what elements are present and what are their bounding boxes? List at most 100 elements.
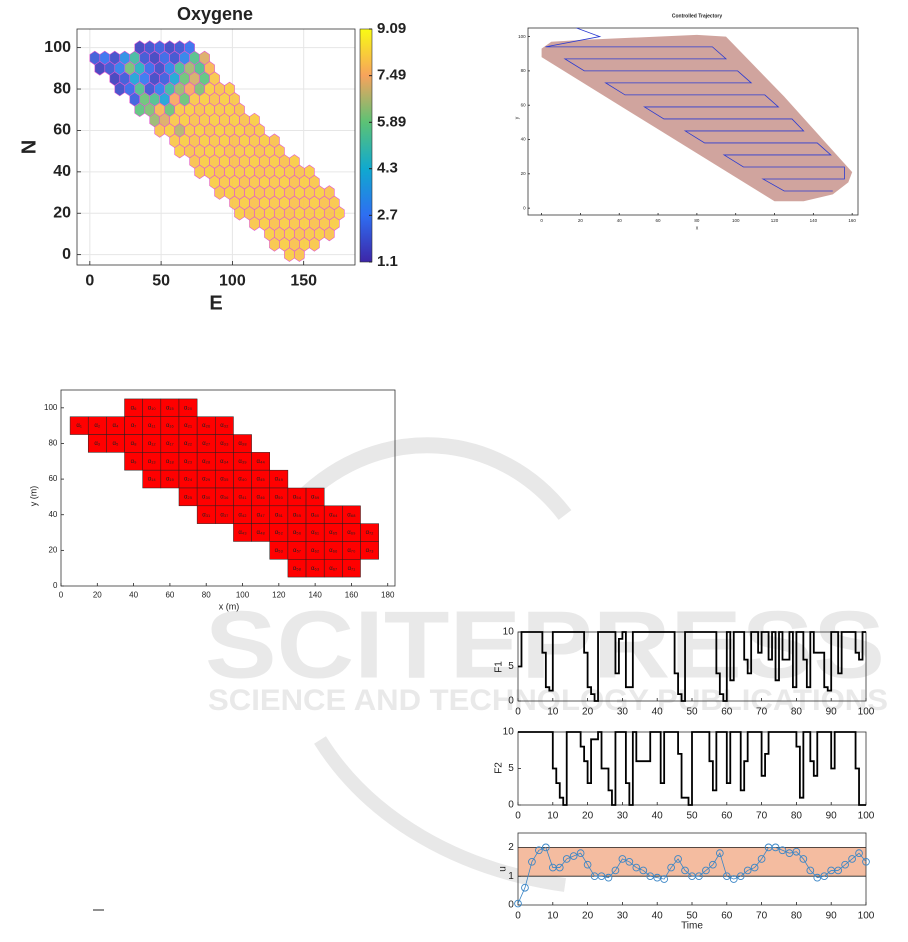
- cell-label: α₅₀: [275, 494, 284, 500]
- cell-label: α₇₂: [366, 530, 375, 536]
- cell-label: α₂₃: [184, 459, 193, 465]
- y-tick-label: 60: [521, 102, 527, 107]
- y-tick-label: 60: [53, 122, 71, 139]
- cell-label: α₆₃: [311, 566, 320, 572]
- y-axis-label: F1: [494, 661, 505, 673]
- u-marker: [702, 866, 710, 875]
- cell-label: α₄₁: [239, 494, 247, 500]
- x-tick-label: 100: [236, 590, 250, 599]
- u-marker: [729, 875, 738, 883]
- x-tick-label: 120: [272, 590, 286, 599]
- cell-label: α₃: [94, 441, 100, 447]
- colorbar-tick-label: 7.49: [377, 67, 406, 84]
- x-tick-label: 140: [308, 590, 322, 599]
- cell-label: α₆₅: [329, 530, 338, 536]
- u-marker: [778, 846, 787, 855]
- cell-label: α₅₂: [275, 530, 284, 536]
- plot-frame: [517, 832, 867, 906]
- x-tick-label: 20: [582, 911, 594, 922]
- cell-label: α₄₀: [238, 477, 247, 483]
- x-tick-label: 40: [652, 811, 664, 822]
- u-marker: [576, 849, 585, 858]
- y-tick-label: 5: [508, 763, 514, 774]
- cell-label: α₆₁: [311, 530, 319, 536]
- x-axis-label: x (m): [219, 601, 240, 611]
- u-marker: [535, 846, 543, 855]
- cell-label: α₈: [131, 441, 137, 447]
- cell-label: α₅₇: [293, 548, 301, 554]
- hex-cell: [269, 237, 280, 252]
- u-marker: [667, 863, 675, 872]
- x-tick-label: 100: [732, 218, 740, 223]
- u-marker: [562, 855, 571, 863]
- hex-cell: [214, 185, 225, 200]
- hex-cell: [249, 216, 260, 231]
- cell-label: α₆₉: [347, 530, 356, 536]
- y-tick-label: 0: [53, 581, 58, 590]
- cell-label: α₁₀: [148, 405, 156, 411]
- cell-label: α₄₂: [238, 512, 247, 518]
- x-tick-label: 80: [202, 590, 211, 599]
- x-tick-label: 80: [791, 811, 803, 822]
- cell-label: α₄₉: [275, 477, 284, 483]
- y-tick-label: 1: [508, 871, 514, 882]
- cell-label: α₉: [131, 459, 137, 465]
- hex-cell: [174, 143, 185, 159]
- x-tick-label: 30: [617, 707, 629, 718]
- cell-label: α₂: [94, 423, 100, 429]
- u-marker: [848, 855, 856, 863]
- hex-cell: [194, 164, 205, 180]
- x-tick-label: 90: [826, 911, 838, 922]
- cell-label: α₃₂: [220, 423, 229, 429]
- chart-title: Controlled Trajectory: [672, 13, 723, 19]
- cell-label: α₄₇: [257, 512, 265, 518]
- u-marker: [521, 883, 529, 892]
- y-axis-label: y: [514, 116, 520, 119]
- y-tick-label: 100: [518, 34, 526, 39]
- u-marker: [632, 863, 641, 872]
- hex-cell: [114, 81, 126, 97]
- cell-label: α₄₃: [238, 530, 247, 536]
- x-tick-label: 70: [756, 811, 768, 822]
- cell-label: α₄: [112, 423, 118, 429]
- x-tick-label: 60: [721, 811, 733, 822]
- x-tick-label: 60: [165, 590, 174, 599]
- cell-label: α₁₆: [166, 423, 174, 429]
- hex-cell: [309, 237, 320, 252]
- cell-label: α₂₉: [202, 477, 211, 483]
- u-marker: [709, 860, 717, 869]
- target-band: [518, 847, 866, 877]
- hex-cell: [154, 123, 165, 138]
- x-tick-label: 10: [547, 911, 559, 922]
- cell-label: α₅₈: [293, 566, 302, 572]
- colorbar-tick-label: 4.3: [377, 160, 398, 177]
- x-tick-label: 60: [721, 707, 733, 718]
- cell-label: α₆₂: [311, 548, 320, 554]
- u-marker: [695, 872, 703, 881]
- cell-label: α₂₇: [202, 441, 210, 447]
- y-tick-label: 0: [508, 800, 514, 811]
- cell-label: α₅₆: [293, 530, 302, 536]
- y-axis-label: F2: [494, 762, 505, 774]
- y-tick-label: 20: [53, 204, 71, 221]
- x-tick-label: 20: [93, 590, 102, 599]
- cell-label: α₂₅: [184, 494, 193, 500]
- plot-frame: [60, 389, 396, 587]
- x-tick-label: 0: [515, 707, 521, 718]
- u-marker: [514, 899, 522, 908]
- x-tick-label: 90: [826, 811, 838, 822]
- chart-title: Oxygene: [177, 4, 253, 24]
- u-marker: [569, 852, 578, 860]
- u-marker: [736, 872, 745, 881]
- u-marker: [792, 847, 801, 856]
- u-marker: [757, 855, 766, 863]
- step-line: [518, 631, 866, 702]
- u-line: [517, 846, 867, 904]
- cell-label: α₁₄: [148, 477, 156, 483]
- cell-label: α₂₄: [184, 477, 193, 483]
- x-tick-label: 80: [694, 218, 700, 223]
- x-tick-label: 10: [547, 811, 559, 822]
- x-tick-label: 50: [686, 707, 698, 718]
- y-tick-label: 80: [48, 439, 57, 448]
